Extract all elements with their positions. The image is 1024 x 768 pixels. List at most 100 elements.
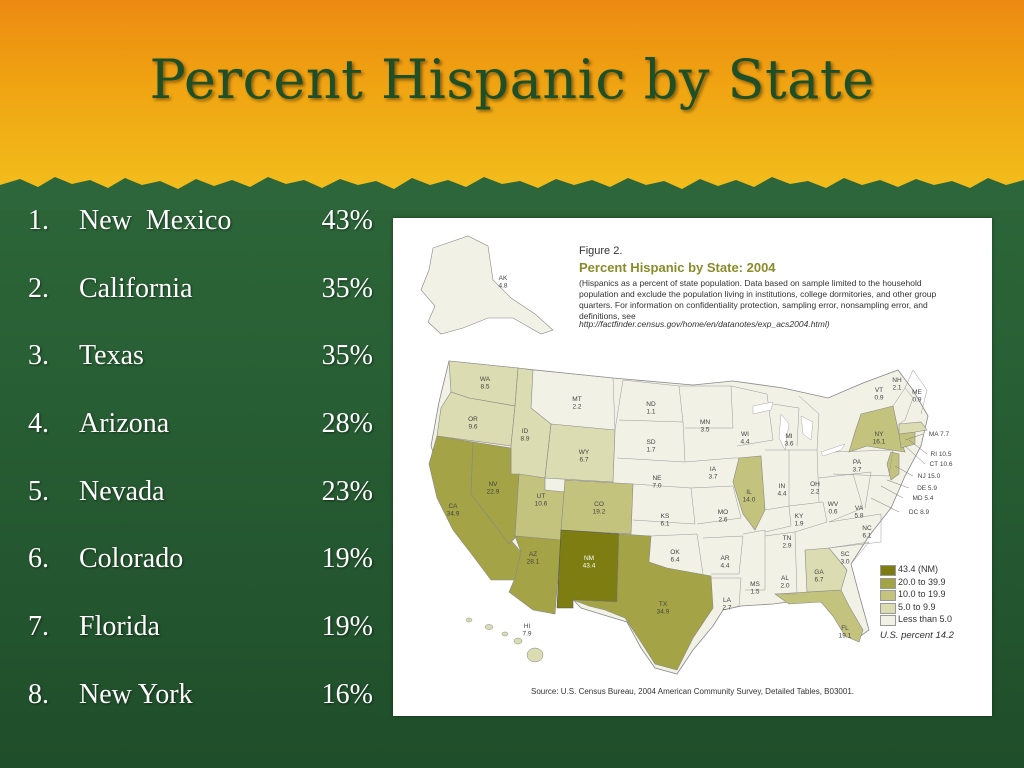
state-label-wv: WV 0.6	[828, 501, 839, 516]
state-shape-nj	[886, 451, 900, 481]
state-percent: 19%	[321, 543, 373, 575]
state-label-ca: CA 34.9	[447, 503, 460, 518]
legend-swatch	[880, 602, 896, 614]
list-item: 6. Colorado 19%	[28, 543, 373, 611]
state-abbr: IN	[779, 483, 786, 490]
state-shape-tx	[572, 533, 714, 671]
state-value: 6.1	[660, 521, 669, 528]
state-label-mo: MO 2.6	[718, 509, 728, 524]
state-value: 1.9	[794, 521, 803, 528]
rank-number: 6.	[28, 543, 49, 575]
state-label-ne: NE 7.0	[652, 475, 662, 490]
list-item: 3. Texas 35%	[28, 340, 373, 408]
state-abbr: VT	[875, 387, 883, 394]
state-label-md: MD 5.4	[913, 495, 934, 502]
state-name: Nevada	[79, 475, 165, 507]
state-abbr: SC	[840, 551, 849, 558]
state-value: 0.6	[828, 509, 837, 516]
state-abbr: NY	[874, 431, 884, 438]
state-shape-fl	[774, 589, 864, 643]
state-shape-ga	[804, 547, 848, 593]
state-label-mi: MI 3.6	[784, 433, 793, 448]
state-name: New York	[79, 678, 193, 710]
state-label-ak: AK 4.8	[498, 275, 508, 290]
figure-title: Percent Hispanic by State: 2004	[579, 260, 776, 275]
state-value: 4.8	[498, 283, 507, 290]
state-shape-il	[732, 455, 766, 531]
state-label-nv: NV 22.9	[487, 481, 500, 496]
slide-title: Percent Hispanic by State	[149, 48, 875, 111]
state-abbr: ME	[912, 389, 922, 396]
state-value: 14.0	[743, 497, 756, 504]
state-abbr: SD	[646, 439, 655, 446]
figure-url: http://factfinder.census.gov/home/en/dat…	[579, 319, 830, 329]
state-label-wy: WY 6.7	[579, 449, 590, 464]
state-abbr: OK	[670, 549, 680, 556]
legend-label: 10.0 to 19.9	[898, 589, 946, 599]
map-figure: AK 4.8 WA 8.5 OR 9.6 CA 34.9 NV 22.9 ID 8.9 MT 2.2 WY 6…	[393, 218, 992, 716]
state-label-il: IL 14.0	[743, 489, 756, 504]
state-label-ks: KS 6.1	[660, 513, 670, 528]
state-label-sd: SD 1.7	[646, 439, 655, 454]
state-value: 19.2	[593, 509, 606, 516]
state-abbr: AK	[499, 275, 508, 282]
state-percent: 35%	[321, 340, 373, 372]
state-abbr: AZ	[529, 551, 537, 558]
state-percent: 28%	[321, 408, 373, 440]
rank-number: 7.	[28, 611, 49, 643]
header-band	[0, 0, 1024, 200]
state-value: 3.5	[700, 427, 709, 434]
state-label-fl: FL 19.1	[839, 625, 852, 640]
state-value: 2.2	[572, 404, 581, 411]
state-abbr: GA	[814, 569, 824, 576]
legend-label: 43.4 (NM)	[898, 564, 939, 574]
state-value: 10.6	[535, 501, 548, 508]
state-abbr: PA	[853, 459, 862, 466]
state-name: Arizona	[79, 408, 170, 440]
us-choropleth-map: AK 4.8WA 8.5OR 9.6CA 34.9NV 22.9ID 8.9MT 2.2WY 6…	[420, 235, 953, 675]
state-abbr: UT	[537, 493, 546, 500]
state-borders	[532, 369, 928, 611]
state-label-la: LA 2.7	[722, 597, 731, 612]
state-value: 1.5	[750, 589, 759, 596]
state-label-dc: DC 8.9	[909, 509, 930, 516]
state-value: 8.5	[480, 384, 489, 391]
state-label-ga: GA 6.7	[814, 569, 824, 584]
state-abbr: NE	[652, 475, 662, 482]
state-value: 7.9	[522, 631, 531, 638]
state-abbr: ND	[646, 401, 656, 408]
state-shape-hi	[465, 617, 544, 663]
state-value: 2.7	[722, 605, 731, 612]
state-label-me: ME 0.9	[912, 389, 922, 404]
state-abbr: NM	[584, 555, 594, 562]
state-label-ut: UT 10.6	[535, 493, 548, 508]
state-abbr: KY	[795, 513, 804, 520]
state-label-ky: KY 1.9	[794, 513, 804, 528]
state-label-vt: VT 0.9	[874, 387, 883, 402]
state-label-mt: MT 2.2	[572, 396, 582, 411]
state-value: 0.9	[874, 395, 883, 402]
state-value: 3.7	[852, 467, 861, 474]
state-abbr: IL	[746, 489, 752, 496]
state-shape-co	[560, 479, 634, 535]
state-label-ms: MS 1.5	[750, 581, 760, 596]
rank-number: 8.	[28, 678, 49, 710]
legend-swatch	[880, 590, 896, 601]
state-ranking-list: 1. New Mexico 43% 2. California 35% 3. T…	[28, 205, 373, 747]
state-value: 34.9	[657, 609, 670, 616]
legend-swatch	[880, 577, 896, 589]
state-percent: 23%	[321, 475, 373, 507]
state-label-ct: CT 10.6	[929, 461, 952, 468]
state-percent: 43%	[321, 205, 373, 236]
state-abbr: OH	[810, 481, 820, 488]
state-abbr: CA	[448, 503, 458, 510]
state-value: 6.1	[862, 533, 871, 540]
state-abbr: AL	[781, 575, 789, 582]
state-abbr: TN	[783, 535, 792, 542]
state-name: New Mexico	[79, 205, 232, 236]
state-value: 3.7	[708, 474, 717, 481]
state-value: 2.0	[780, 583, 789, 590]
state-abbr: AR	[720, 555, 729, 562]
state-abbr: TX	[659, 601, 668, 608]
